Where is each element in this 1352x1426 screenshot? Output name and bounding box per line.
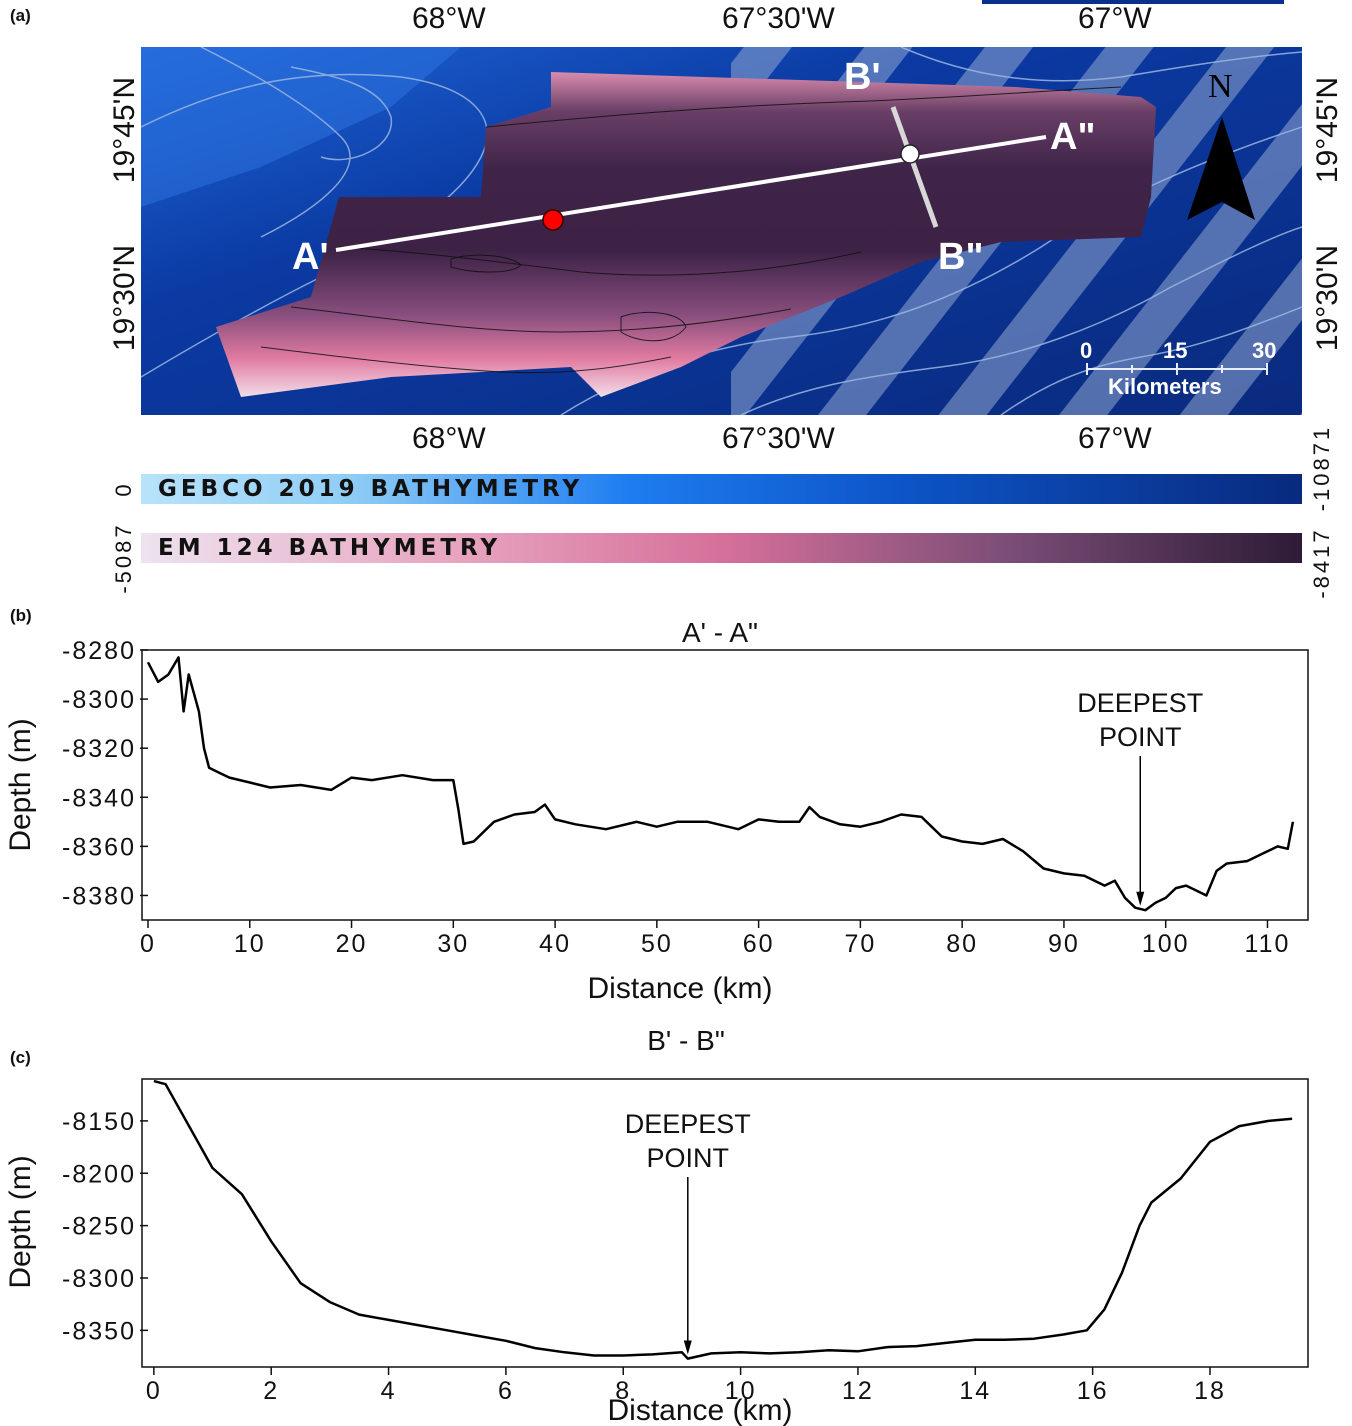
x-tick-label: 12 bbox=[842, 1377, 874, 1405]
annotation-line-1: DEEPEST bbox=[1077, 688, 1203, 718]
x-tick-label: 70 bbox=[844, 930, 876, 958]
north-label: N bbox=[1208, 68, 1233, 105]
panel-letter-a: (a) bbox=[10, 6, 31, 25]
left-tick-19-30n: 19°30'N bbox=[108, 244, 141, 352]
x-tick-label: 0 bbox=[140, 930, 156, 958]
x-tick-label: 14 bbox=[959, 1377, 991, 1405]
x-tick-label: 4 bbox=[381, 1377, 397, 1405]
x-tick-label: 80 bbox=[946, 930, 978, 958]
right-tick-19-45n: 19°45'N bbox=[1311, 76, 1344, 184]
scale-tick-0: 0 bbox=[1080, 338, 1093, 363]
x-axis-label: Distance (km) bbox=[587, 972, 772, 1005]
profile-label-b-start: B' bbox=[844, 56, 881, 98]
em124-min-label: -5087 bbox=[111, 522, 136, 594]
scale-unit-label: Kilometers bbox=[1108, 374, 1222, 399]
plot-frame bbox=[141, 649, 1309, 921]
x-tick-label: 50 bbox=[641, 930, 673, 958]
y-tick-label: -8350 bbox=[62, 1317, 136, 1345]
annotation-line-2: POINT bbox=[647, 1143, 730, 1173]
x-axis-label: Distance (km) bbox=[607, 1394, 792, 1426]
top-tick-68w: 68°W bbox=[412, 2, 486, 35]
scale-tick-15: 15 bbox=[1163, 338, 1188, 363]
y-tick-label: -8200 bbox=[62, 1160, 136, 1188]
x-tick-label: 90 bbox=[1048, 930, 1080, 958]
annotation-arrowhead bbox=[1136, 891, 1145, 906]
em124-contours bbox=[260, 86, 1122, 374]
profile-chart-b: B' - B" -8150 -8200 -8250 -8300 -8350 0 2 4 6 8 1… bbox=[4, 1025, 1309, 1426]
y-tick-label: -8280 bbox=[62, 637, 136, 665]
profile-chart-a: A' - A" -8280 -8300 -8320 -8340 -8360 -8380 0… bbox=[4, 617, 1309, 1005]
gebco-colorbar-label: GEBCO 2019 BATHYMETRY bbox=[158, 476, 584, 502]
scale-tick-30: 30 bbox=[1252, 338, 1277, 363]
gebco-max-label: -10871 bbox=[1309, 424, 1334, 512]
annotation-line-1: DEEPEST bbox=[625, 1109, 751, 1139]
profile-label-b-end: B" bbox=[938, 236, 984, 278]
profile-label-a-start: A' bbox=[292, 236, 329, 278]
left-tick-19-45n: 19°45'N bbox=[108, 76, 141, 184]
plot-frame bbox=[141, 1078, 1309, 1368]
x-tick-label: 100 bbox=[1142, 930, 1190, 958]
x-axis: 0 2 4 6 8 10 12 14 16 18 bbox=[146, 1367, 1226, 1405]
bottom-tick-67w: 67°W bbox=[1078, 422, 1152, 455]
right-tick-19-30n: 19°30'N bbox=[1311, 244, 1344, 352]
top-edge-bar bbox=[982, 0, 1284, 4]
top-tick-67-30w: 67°30'W bbox=[722, 2, 835, 35]
depth-profile-line bbox=[153, 1079, 1293, 1360]
scale-bar bbox=[1086, 363, 1268, 375]
annotation-arrowhead bbox=[683, 1340, 692, 1355]
annotation-line-2: POINT bbox=[1099, 722, 1182, 752]
profile-label-a-end: A" bbox=[1050, 116, 1096, 158]
x-tick-label: 60 bbox=[743, 930, 775, 958]
x-tick-label: 18 bbox=[1194, 1377, 1226, 1405]
em124-colorbar-label: EM 124 BATHYMETRY bbox=[158, 535, 502, 561]
profile-line-a bbox=[335, 135, 1047, 252]
y-tick-label: -8250 bbox=[62, 1213, 136, 1241]
x-tick-label: 2 bbox=[263, 1377, 279, 1405]
x-tick-label: 6 bbox=[498, 1377, 514, 1405]
y-axis-label: Depth (m) bbox=[4, 1155, 37, 1288]
gebco-colorbar bbox=[141, 474, 1302, 504]
x-axis: 0 10 20 30 40 50 60 70 80 90 100 110 bbox=[140, 920, 1291, 958]
chart-title: A' - A" bbox=[682, 617, 758, 648]
em124-colorbar bbox=[141, 533, 1302, 563]
x-tick-label: 10 bbox=[725, 1377, 757, 1405]
x-tick-label: 10 bbox=[234, 930, 266, 958]
em124-max-label: -8417 bbox=[1309, 527, 1334, 599]
x-tick-label: 0 bbox=[146, 1377, 162, 1405]
y-tick-label: -8150 bbox=[62, 1108, 136, 1136]
chart-title: B' - B" bbox=[647, 1025, 725, 1056]
deepest-point-marker bbox=[542, 209, 564, 231]
bottom-tick-68w: 68°W bbox=[412, 422, 486, 455]
y-tick-label: -8380 bbox=[62, 882, 136, 910]
shallow-area bbox=[141, 47, 461, 207]
north-arrow-icon bbox=[1187, 117, 1255, 220]
panel-letter-c: (c) bbox=[10, 1048, 31, 1067]
y-axis-label: Depth (m) bbox=[4, 718, 37, 851]
em124-swath bbox=[216, 72, 1156, 397]
y-tick-label: -8320 bbox=[62, 735, 136, 763]
x-tick-label: 20 bbox=[336, 930, 368, 958]
y-tick-label: -8300 bbox=[62, 1265, 136, 1293]
gebco-min-label: 0 bbox=[111, 481, 136, 497]
x-tick-label: 110 bbox=[1245, 930, 1291, 958]
y-axis: -8150 -8200 -8250 -8300 -8350 bbox=[62, 1108, 148, 1345]
top-tick-67w: 67°W bbox=[1078, 2, 1152, 35]
x-tick-label: 16 bbox=[1077, 1377, 1109, 1405]
y-axis: -8280 -8300 -8320 -8340 -8360 -8380 bbox=[62, 637, 148, 910]
y-tick-label: -8300 bbox=[62, 686, 136, 714]
x-tick-label: 30 bbox=[437, 930, 469, 958]
intersection-marker bbox=[900, 144, 920, 164]
bathymetry-map bbox=[141, 47, 1302, 415]
panel-letter-b: (b) bbox=[10, 606, 32, 625]
x-tick-label: 40 bbox=[539, 930, 571, 958]
depth-profile-line bbox=[146, 656, 1295, 912]
y-tick-label: -8360 bbox=[62, 833, 136, 861]
profile-line-b bbox=[890, 106, 939, 228]
y-tick-label: -8340 bbox=[62, 784, 136, 812]
bottom-tick-67-30w: 67°30'W bbox=[722, 422, 835, 455]
x-tick-label: 8 bbox=[615, 1377, 631, 1405]
